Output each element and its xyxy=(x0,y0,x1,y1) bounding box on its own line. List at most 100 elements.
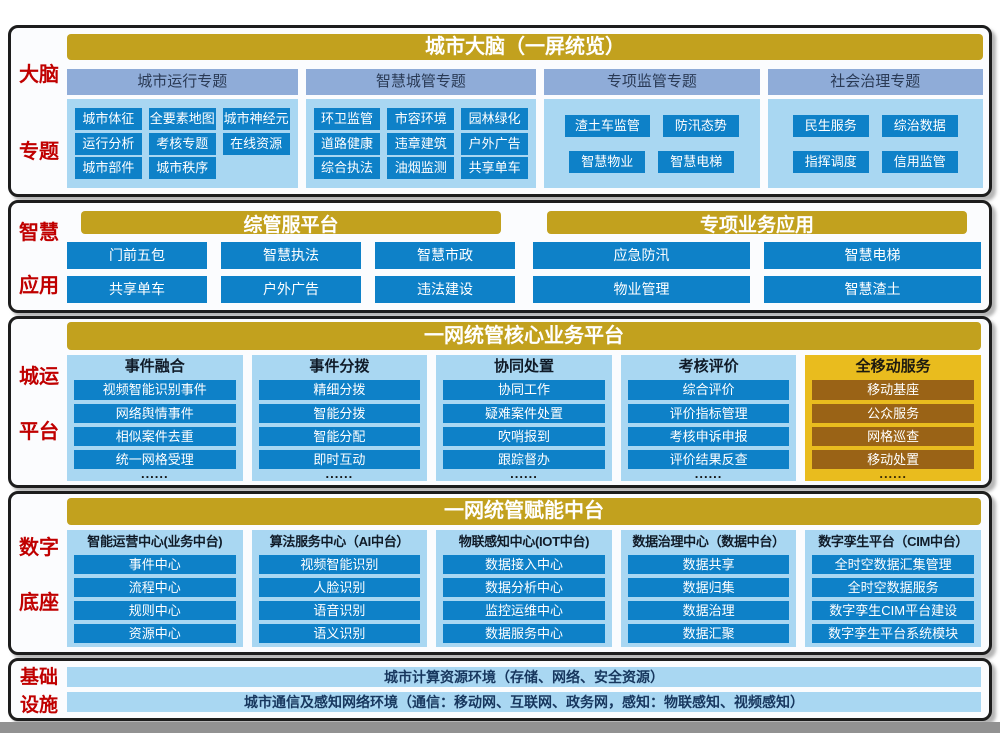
topic-chip: 综治数据 xyxy=(881,114,958,137)
panel-title: 全移动服务 xyxy=(855,358,931,375)
topic-row: 城市部件 城市秩序 xyxy=(75,157,290,179)
infrastructure-content: 城市计算资源环境（存储、网络、安全资源） 城市通信及感知网络环境（通信：移动网、… xyxy=(67,667,981,712)
topic-chip: 运行分析 xyxy=(75,132,142,155)
app-chip: 违法建设 xyxy=(375,276,515,303)
topic-chip: 市容环境 xyxy=(387,108,455,130)
panel-algorithm-service-center: 算法服务中心（AI中台） 视频智能识别 人脸识别 语音识别 语义识别 xyxy=(251,530,428,647)
topic-group-city-operation: 城市运行专题 城市体征 全要素地图 城市神经元 运行分析 考核专题 在线资源 xyxy=(67,69,298,188)
rail-infrastructure: 基础 设施 xyxy=(13,661,65,718)
module-chip: 全时空数据汇集管理 xyxy=(812,555,974,574)
app-row: 共享单车 户外广告 违法建设 xyxy=(67,276,515,303)
topic-chip: 城市体征 xyxy=(75,108,142,130)
topic-chip: 指挥调度 xyxy=(792,150,869,173)
topic-row: 民生服务 综治数据 xyxy=(778,114,973,137)
special-business-header: 专项业务应用 xyxy=(547,211,967,234)
panel-data-governance-center: 数据治理中心（数据中台） 数据共享 数据归集 数据治理 数据汇聚 xyxy=(620,530,797,647)
module-chip: 语义识别 xyxy=(258,624,421,643)
app-chip: 户外广告 xyxy=(221,276,361,303)
app-row: 应急防汛 智慧电梯 xyxy=(533,242,981,269)
topic-group-panel: 民生服务 综治数据 指挥调度 信用监管 xyxy=(767,99,983,188)
module-chip: 疑难案件处置 xyxy=(443,403,605,423)
app-chip: 应急防汛 xyxy=(533,242,750,269)
topic-chip: 环卫监管 xyxy=(313,108,381,130)
module-chip: 资源中心 xyxy=(74,624,236,643)
core-platform-content: 一网统管核心业务平台 事件融合 视频智能识别事件 网络舆情事件 相似案件去重 统… xyxy=(67,322,981,481)
section-smart-applications: 智慧 应用 综管服平台 门前五包 智慧执法 智慧市政 共享单车 户外广告 违法建… xyxy=(8,200,992,313)
panel-event-dispatch: 事件分拨 精细分拨 智能分拨 智能分配 即时互动 ...... xyxy=(251,355,428,482)
module-chip: 视频智能识别事件 xyxy=(74,380,236,400)
topic-group-header: 城市运行专题 xyxy=(67,69,298,95)
panel-digital-twin-cim-platform: 数字孪生平台（CIM中台） 全时空数据汇集管理 全时空数据服务 数字孪生CIM平… xyxy=(805,530,981,647)
topic-row: 城市体征 全要素地图 城市神经元 xyxy=(75,108,290,130)
topic-group-social-governance: 社会治理专题 民生服务 综治数据 指挥调度 信用监管 xyxy=(767,69,983,188)
topic-chip: 智慧物业 xyxy=(569,150,646,173)
topic-group-header: 社会治理专题 xyxy=(767,69,983,95)
rail-digital-base: 数字 底座 xyxy=(13,494,65,652)
module-chip: 协同工作 xyxy=(443,380,605,400)
module-chip: 评价结果反查 xyxy=(627,450,790,470)
topic-chip: 全要素地图 xyxy=(148,108,216,130)
module-chip: 视频智能识别 xyxy=(258,555,421,574)
topic-chip: 在线资源 xyxy=(222,132,290,155)
middle-platform-content: 一网统管赋能中台 智能运营中心(业务中台) 事件中心 流程中心 规则中心 资源中… xyxy=(67,498,981,647)
topic-chip: 渣土车监管 xyxy=(564,114,650,137)
module-chip: 流程中心 xyxy=(74,578,236,597)
topic-chip: 城市神经元 xyxy=(222,108,290,130)
module-chip: 数据接入中心 xyxy=(443,555,605,574)
topic-chip: 考核专题 xyxy=(148,132,216,155)
middle-platform-panels: 智能运营中心(业务中台) 事件中心 流程中心 规则中心 资源中心 算法服务中心（… xyxy=(67,530,981,647)
topic-row: 指挥调度 信用监管 xyxy=(778,150,973,173)
topic-chip: 城市部件 xyxy=(75,157,142,179)
core-business-platform-header: 一网统管核心业务平台 xyxy=(67,322,981,350)
module-chip: 数据服务中心 xyxy=(443,624,605,643)
module-chip: 数据汇聚 xyxy=(627,624,790,643)
module-chip: 公众服务 xyxy=(812,403,974,423)
panel-title: 算法服务中心（AI中台） xyxy=(269,534,410,549)
ellipsis: ...... xyxy=(510,466,538,482)
module-chip: 全时空数据服务 xyxy=(812,578,974,597)
app-chip: 智慧渣土 xyxy=(764,276,981,303)
app-row: 门前五包 智慧执法 智慧市政 xyxy=(67,242,515,269)
section-digital-base: 数字 底座 一网统管赋能中台 智能运营中心(业务中台) 事件中心 流程中心 规则… xyxy=(8,491,992,655)
panel-iot-perception-center: 物联感知中心(IOT中台) 数据接入中心 数据分析中心 监控运维中心 数据服务中… xyxy=(436,530,612,647)
module-chip: 数字孪生平台系统模块 xyxy=(812,624,974,643)
panel-collaborative-disposal: 协同处置 协同工作 疑难案件处置 吹哨报到 跟踪督办 ...... xyxy=(436,355,612,481)
topic-chip: 违章建筑 xyxy=(387,132,455,155)
rail-label: 设施 xyxy=(19,695,58,716)
special-business-apps: 专项业务应用 应急防汛 智慧电梯 物业管理 智慧渣土 xyxy=(533,211,981,303)
module-chip: 即时互动 xyxy=(258,450,421,470)
app-chip: 智慧市政 xyxy=(375,242,515,269)
topic-group-panel: 环卫监管 市容环境 园林绿化 道路健康 违章建筑 户外广告 综合执法 油烟监测 xyxy=(305,99,537,188)
topic-row: 道路健康 违章建筑 户外广告 xyxy=(313,132,529,155)
topic-chip: 油烟监测 xyxy=(387,157,455,179)
module-chip: 移动基座 xyxy=(812,380,974,400)
rail-label: 智慧 xyxy=(19,221,59,244)
module-chip: 跟踪督办 xyxy=(443,450,605,470)
rail-label: 数字 xyxy=(19,537,59,559)
module-chip: 人脸识别 xyxy=(258,578,421,597)
module-chip: 网格巡查 xyxy=(812,426,974,447)
section-infrastructure: 基础 设施 城市计算资源环境（存储、网络、安全资源） 城市通信及感知网络环境（通… xyxy=(8,658,992,721)
rail-brain-topics: 大脑 专题 xyxy=(13,28,65,194)
panel-intelligent-operation-center: 智能运营中心(业务中台) 事件中心 流程中心 规则中心 资源中心 xyxy=(67,530,243,647)
topic-chip: 共享单车 xyxy=(461,157,529,179)
app-chip: 物业管理 xyxy=(533,276,750,303)
integrated-mgmt-header: 综管服平台 xyxy=(81,211,501,234)
panel-title: 考核评价 xyxy=(678,358,739,375)
rail-label: 应用 xyxy=(19,274,59,297)
module-chip: 相似案件去重 xyxy=(74,426,236,447)
app-chip: 智慧电梯 xyxy=(764,242,981,269)
topic-row: 智慧物业 智慧电梯 xyxy=(554,150,749,173)
app-chip: 智慧执法 xyxy=(221,242,361,269)
module-chip: 数据归集 xyxy=(627,578,790,597)
panel-title: 数据治理中心（数据中台） xyxy=(632,534,785,549)
module-chip: 语音识别 xyxy=(258,601,421,620)
panel-title: 事件分拨 xyxy=(309,358,370,375)
topic-chip: 户外广告 xyxy=(461,132,529,155)
ellipsis: ...... xyxy=(325,466,354,482)
module-chip: 网络舆情事件 xyxy=(74,403,236,423)
rail-label: 平台 xyxy=(19,421,59,443)
topic-row: 环卫监管 市容环境 园林绿化 xyxy=(313,108,529,130)
topic-chip: 道路健康 xyxy=(313,132,381,155)
